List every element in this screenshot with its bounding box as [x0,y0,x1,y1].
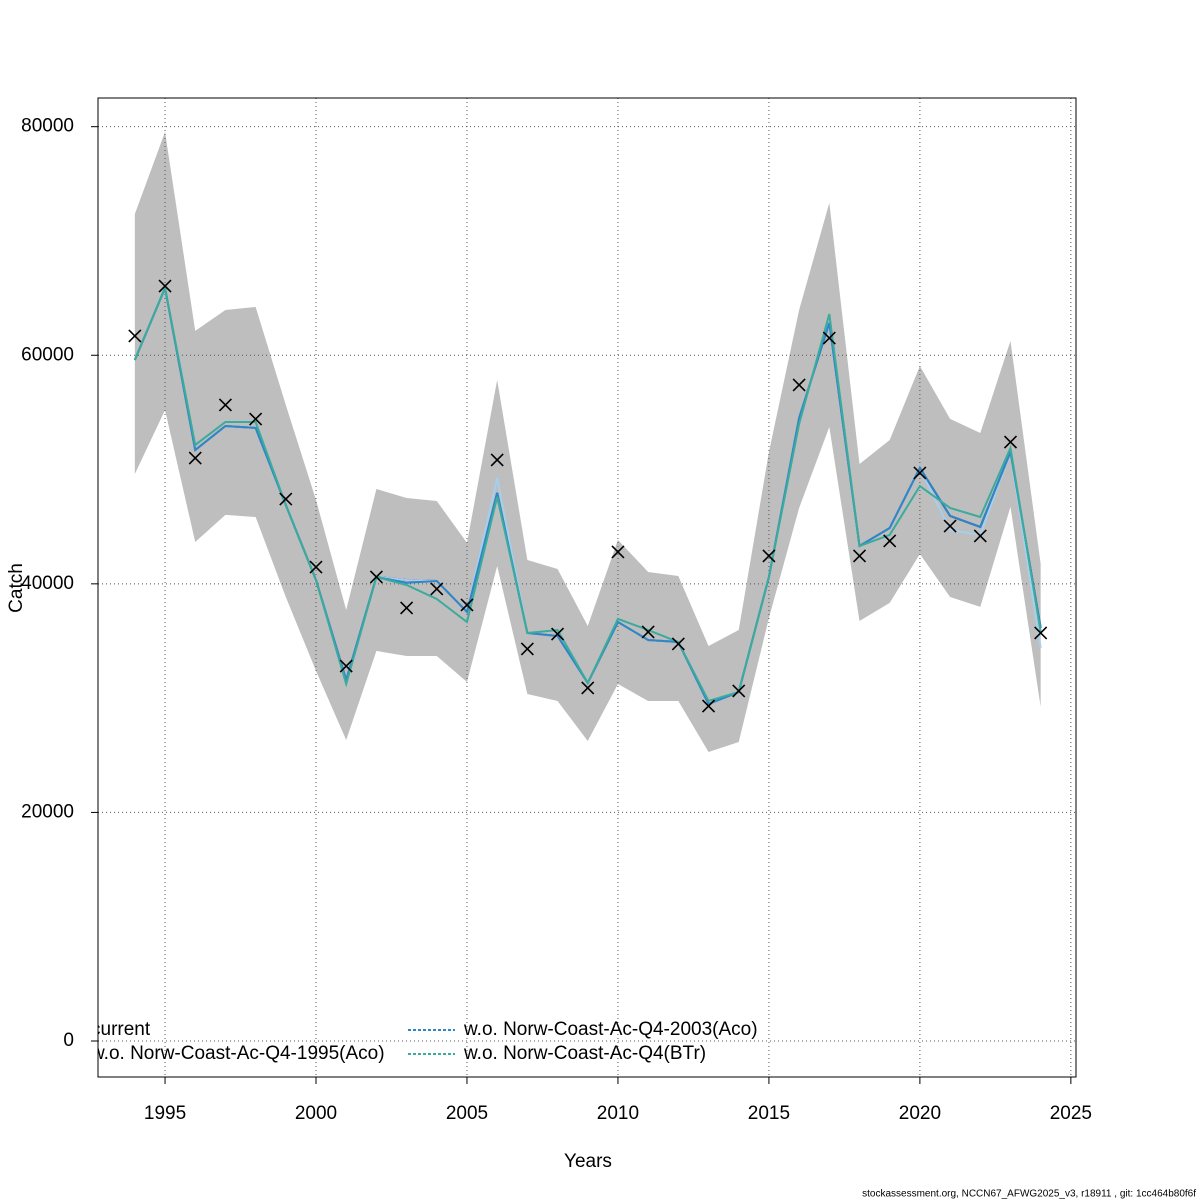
observation-marker [671,637,685,651]
observation-marker [822,331,836,345]
y-tick-label: 40000 [21,573,74,594]
observation-marker [218,398,232,412]
observation-marker [762,549,776,563]
observation-marker [550,627,565,641]
observation-marker [913,466,927,480]
observation-marker [701,699,716,713]
observation-marker [1003,435,1018,449]
y-axis-title: Catch [6,563,27,613]
x-tick-label: 1995 [144,1103,186,1124]
observation-marker [158,279,172,293]
observation-marker [188,451,202,465]
observation-marker [1034,626,1048,640]
y-tick-label: 60000 [21,344,74,365]
plot-frame [97,97,1077,1078]
footer: stockassessment.org, NCCN67_AFWG2025_v3,… [862,1189,1196,1200]
observation-marker [128,329,142,343]
observation-marker [279,492,293,506]
x-tick-label: 2020 [899,1103,941,1124]
observation-marker [732,684,746,698]
observation-marker [943,519,957,533]
observation-marker [369,570,383,584]
x-tick-label: 2010 [597,1103,639,1124]
observation-marker [852,549,867,563]
observation-marker [973,529,987,543]
observation-marker [581,681,595,695]
observation-marker [430,582,444,596]
legend: current w.o. Norw-Coast-Ac-Q4-1995(Aco) w.… [90,1019,758,1064]
legend-label: w.o. Norw-Coast-Ac-Q4-2003(Aco) [463,1019,758,1040]
x-tick-label: 2000 [295,1103,337,1124]
observation-marker [520,642,534,656]
y-tick-label: 0 [63,1030,74,1051]
observation-marker [883,534,897,548]
x-tick-label: 2005 [446,1103,488,1124]
x-axis-title: Years [564,1151,612,1172]
observation-marker [249,412,263,426]
observation-marker [490,453,504,467]
observation-marker [460,598,474,612]
observation-marker [400,601,414,615]
y-tick-label: 20000 [21,801,74,822]
observation-marker [641,625,655,639]
series-line [133,284,1042,703]
legend-label: w.o. Norw-Coast-Ac-Q4-1995(Aco) [90,1043,385,1064]
y-tick-label: 80000 [21,116,74,137]
legend-label: current [91,1019,151,1040]
confidence-band [134,131,1041,752]
observation-marker [339,659,353,673]
observation-marker [792,378,806,392]
x-tick-label: 2015 [748,1103,790,1124]
observation-marker [611,545,625,559]
observation-marker [309,560,323,574]
legend-label: w.o. Norw-Coast-Ac-Q4(BTr) [463,1043,706,1064]
x-tick-label: 2025 [1050,1103,1092,1124]
